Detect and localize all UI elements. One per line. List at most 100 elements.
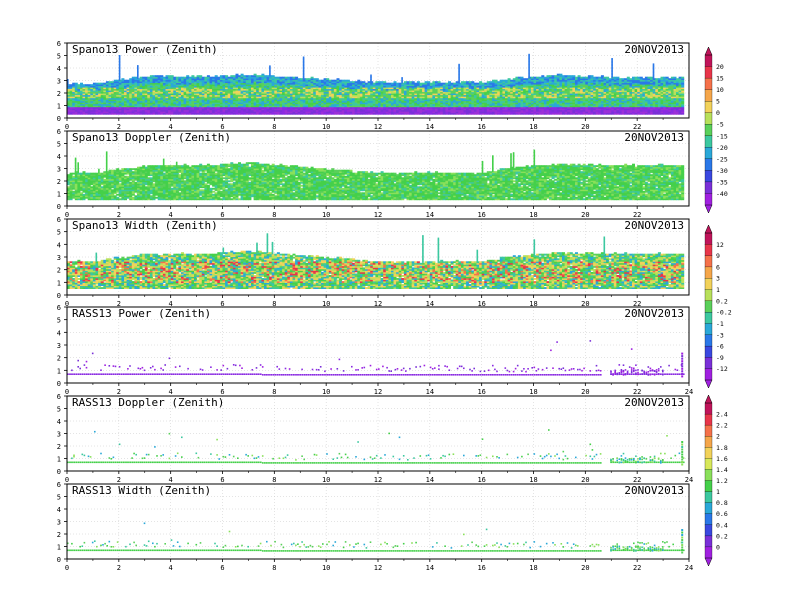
data-cell [253,94,257,97]
data-cell [201,99,205,102]
data-cell [131,88,135,91]
data-cell [219,78,223,81]
data-cell [305,79,309,82]
data-cell [194,112,197,115]
data-cell [370,74,372,77]
data-cell [365,96,368,99]
data-cell [411,100,415,103]
data-cell [261,87,265,90]
data-cell [328,108,332,111]
data-cell [258,88,262,91]
data-cell [194,105,197,108]
data-cell [414,96,418,99]
data-cell [227,93,231,96]
data-cell [240,91,244,94]
data-cell [549,94,552,97]
data-cell [562,100,565,103]
data-cell [497,94,501,97]
data-cell [87,84,91,87]
data-cell [105,108,109,111]
data-cell [261,100,265,103]
data-cell [341,112,345,115]
data-cell [323,85,327,88]
data-cell [256,91,260,94]
data-cell [188,112,192,115]
data-cell [227,97,231,100]
data-cell [365,106,368,109]
data-cell [499,82,503,85]
data-cell [134,99,138,102]
data-cell [551,81,555,84]
data-cell [305,90,309,93]
data-cell [142,84,146,87]
data-cell [245,105,249,108]
data-cell [590,85,594,88]
data-cell [510,87,514,90]
data-cell [414,91,418,94]
data-cell [160,79,164,82]
data-cell [486,106,490,109]
data-cell [479,91,483,94]
data-cell [199,111,203,114]
data-cell [126,97,130,100]
data-cell [269,94,273,97]
data-cell [289,100,293,103]
data-cell [536,102,540,105]
data-cell [82,93,86,96]
data-cell [292,100,296,103]
data-cell [432,100,436,103]
data-cell [245,87,249,90]
data-cell [398,112,402,115]
data-cell [593,79,597,82]
data-cell [505,106,508,109]
data-cell [302,74,305,77]
data-cell [458,91,462,94]
data-cell [593,112,597,115]
data-cell [370,90,374,93]
data-cell [575,108,578,111]
data-cell [424,97,428,100]
data-cell [507,79,511,82]
data-cell [492,85,495,88]
data-cell [315,106,319,109]
data-cell [528,55,530,58]
data-cell [346,84,350,87]
data-cell [222,87,226,90]
data-cell [297,97,301,100]
data-cell [230,78,234,81]
data-cell [448,108,451,111]
data-cell [388,84,392,87]
data-cell [600,108,604,111]
data-cell [297,96,301,99]
data-cell [243,106,247,109]
data-cell [264,102,267,105]
data-cell [92,102,96,105]
data-cell [217,79,221,82]
data-cell [442,91,446,94]
data-cell [318,94,322,97]
data-cell [562,88,565,91]
data-cell [590,88,594,91]
data-cell [186,106,190,109]
data-cell [427,108,431,111]
data-cell [551,78,555,81]
data-cell [134,88,138,91]
data-cell [448,103,451,106]
data-cell [321,94,324,97]
data-cell [313,108,317,111]
data-cell [367,91,371,94]
data-cell [505,94,508,97]
data-cell [134,84,138,87]
data-cell [162,91,166,94]
data-cell [520,100,524,103]
data-cell [507,96,511,99]
data-cell [256,105,260,108]
data-cell [463,112,467,115]
data-cell [585,106,589,109]
data-cell [463,87,467,90]
data-cell [74,85,78,88]
data-cell [564,78,568,81]
data-cell [536,76,540,79]
data-cell [559,106,563,109]
data-cell [440,108,444,111]
